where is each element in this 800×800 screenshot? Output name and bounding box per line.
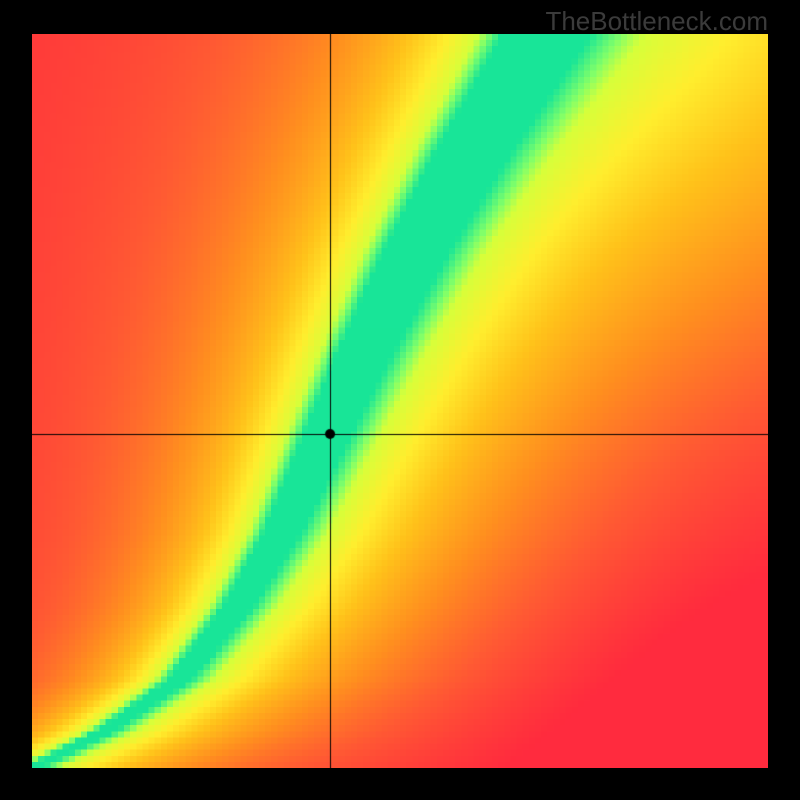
watermark-text: TheBottleneck.com [545,6,768,37]
crosshair-overlay [32,34,768,768]
